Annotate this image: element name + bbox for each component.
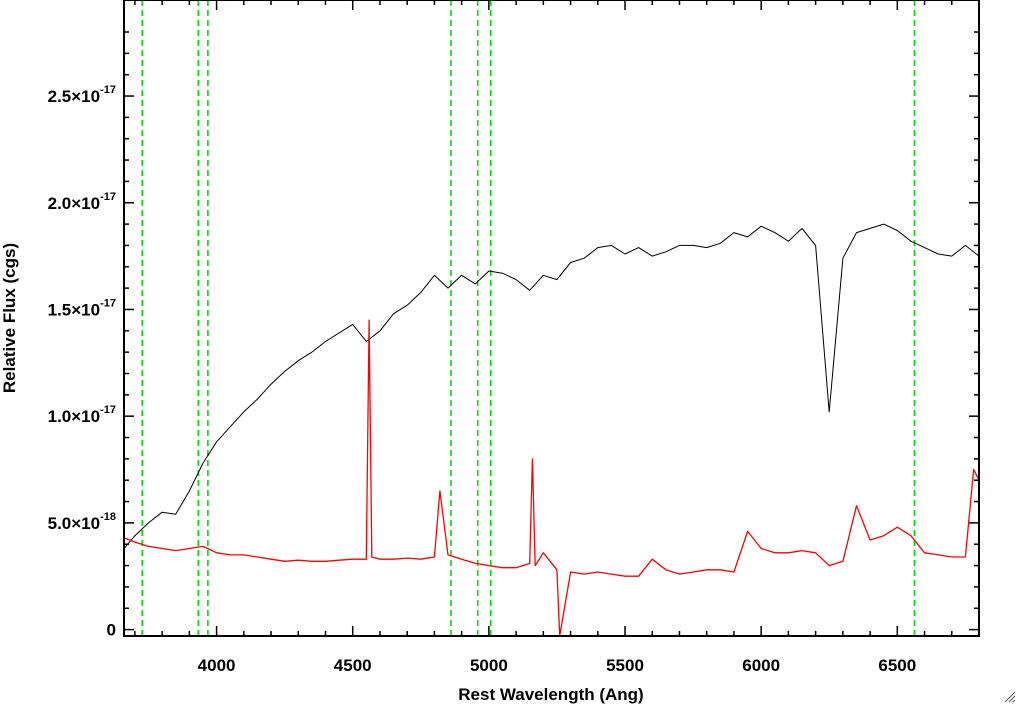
y-tick-label: 1.5×10-17 [48,297,116,319]
y-tick-label: 2.0×10-17 [48,191,116,213]
x-tick-label: 6500 [878,656,916,675]
x-tick-label: 6000 [742,656,780,675]
y-tick-label: 0 [107,621,116,640]
plot-frame [123,0,980,637]
y-axis-title: Relative Flux (cgs) [0,243,19,393]
x-tick-label: 5500 [606,656,644,675]
y-axis: 0 5.0×10-18 1.0×10-17 1.5×10-17 2.0×10-17 2.5… [48,31,979,640]
x-axis: 4000 4500 5000 5500 6000 6500 [134,0,980,675]
x-tick-label: 4500 [334,656,372,675]
spectrum-series [124,223,979,636]
y-tick-label: 1.0×10-17 [48,404,116,426]
series-line-1 [124,319,979,636]
resize-grip-icon[interactable] [1004,691,1016,703]
y-tick-label: 2.5×10-17 [48,84,116,106]
emission-line-markers [141,0,916,636]
x-tick-label: 4000 [198,656,236,675]
x-axis-title: Rest Wavelength (Ang) [458,685,643,704]
series-line-0 [124,223,979,549]
x-tick-label: 5000 [470,656,508,675]
plot-border [123,0,980,637]
y-tick-label: 5.0×10-18 [48,511,116,533]
